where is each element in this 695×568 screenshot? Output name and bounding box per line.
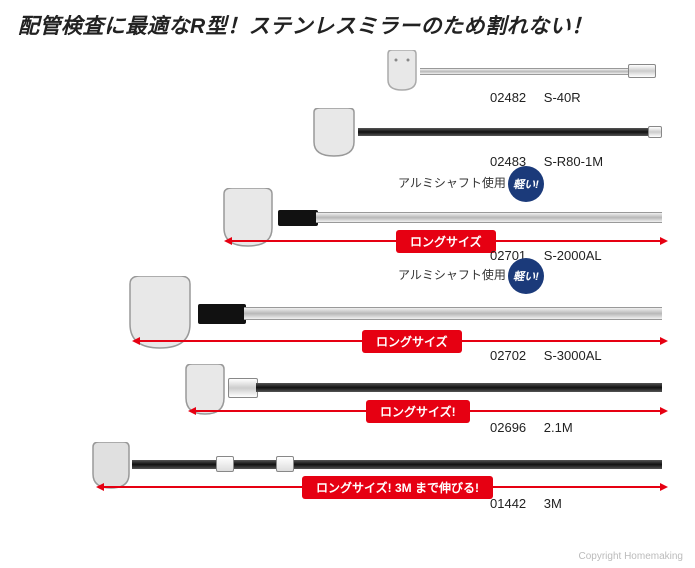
product-row: アルミシャフト使用 軽い! ロングサイズ 02702 S-3000AL [0,266,695,364]
shaft [316,212,662,223]
clamp [228,378,258,398]
mirror-icon [382,50,422,98]
shaft [244,307,662,320]
long-size-pill: ロングサイズ! 3M まで伸びる! [302,476,493,499]
product-code: 02702 [490,348,526,363]
product-model: S-R80-1M [544,154,603,169]
light-badge: 軽い! [508,258,544,294]
aluminum-note: アルミシャフト使用 [398,266,506,283]
product-code: 01442 [490,496,526,511]
grip [198,304,246,324]
copyright: Copyright Homemaking [579,551,684,562]
grip [278,210,318,226]
product-code: 02482 [490,90,526,105]
product-model: S-3000AL [544,348,602,363]
shaft [358,128,650,136]
long-size-pill: ロングサイズ [362,330,462,353]
product-row: アルミシャフト使用 軽い! ロングサイズ 02701 S-2000AL [0,174,695,266]
product-list: 02482 S-40R 02483 S-R80-1M アルミシャフト使用 軽い!… [0,46,695,522]
light-badge: 軽い! [508,166,544,202]
product-row: ロングサイズ! 3M まで伸びる! 01442 3M [0,442,695,522]
long-size-pill: ロングサイズ [396,230,496,253]
product-label: 01442 3M [490,496,562,511]
aluminum-note: アルミシャフト使用 [398,174,506,191]
product-label: 02701 S-2000AL [490,248,602,263]
joint [276,456,294,472]
joint [216,456,234,472]
shaft [256,383,662,392]
product-model: 3M [544,496,562,511]
headline: 配管検査に最適なR型！ステンレスミラーのため割れない！ [0,0,695,46]
product-row: 02482 S-40R [0,50,695,108]
product-row: ロングサイズ! 02696 2.1M [0,364,695,442]
shaft [420,68,630,75]
product-label: 02702 S-3000AL [490,348,602,363]
long-size-pill: ロングサイズ! [366,400,470,423]
pen-clip [628,64,656,78]
product-model: 2.1M [544,420,573,435]
product-row: 02483 S-R80-1M [0,108,695,174]
mirror-icon [308,108,360,162]
tip [648,126,662,138]
product-label: 02696 2.1M [490,420,573,435]
product-label: 02482 S-40R [490,90,581,105]
product-model: S-2000AL [544,248,602,263]
shaft [132,460,662,469]
product-model: S-40R [544,90,581,105]
product-code: 02696 [490,420,526,435]
product-label: 02483 S-R80-1M [490,154,603,169]
